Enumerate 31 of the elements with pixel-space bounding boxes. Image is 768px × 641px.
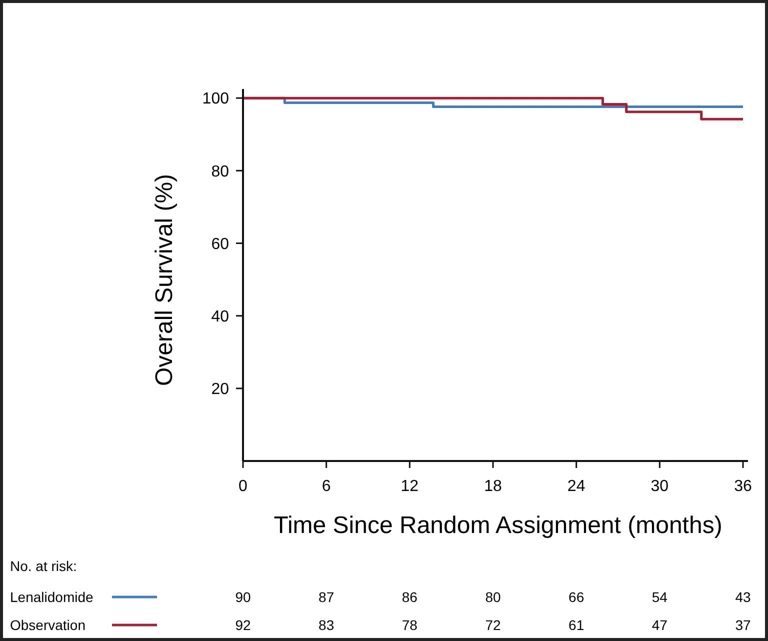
text: 90: [235, 588, 251, 605]
x-tick-label: 36: [734, 478, 752, 495]
x-tick-label: 6: [322, 478, 331, 495]
y-tick-label: 20: [211, 381, 230, 398]
text: 37: [735, 616, 751, 633]
text: 72: [485, 616, 501, 633]
text: 47: [652, 616, 668, 633]
text: 83: [318, 616, 334, 633]
y-tick-label: 60: [211, 236, 230, 253]
y-tick-label: 80: [211, 163, 230, 180]
legend-label: Lenalidomide: [10, 588, 94, 605]
x-tick-label: 18: [484, 478, 502, 495]
text: 87: [318, 588, 334, 605]
text: 43: [735, 588, 751, 605]
text: 86: [402, 588, 418, 605]
y-tick-label: 100: [202, 90, 230, 108]
y-axis-title: Overall Survival (%): [151, 174, 178, 386]
legend-title: No. at risk:: [10, 558, 77, 574]
text: 80: [485, 588, 501, 605]
text: 61: [568, 616, 584, 633]
text: 66: [568, 588, 584, 605]
text: 78: [402, 616, 418, 633]
x-tick-label: 0: [238, 478, 248, 495]
y-tick-label: 40: [211, 308, 230, 326]
text: 92: [235, 616, 251, 633]
text: 54: [652, 588, 668, 605]
x-axis-title: Time Since Random Assignment (months): [274, 512, 722, 539]
legend-label: Observation: [10, 616, 86, 633]
x-tick-label: 12: [400, 478, 419, 495]
x-tick-label: 24: [567, 478, 586, 495]
x-tick-label: 30: [650, 478, 669, 495]
